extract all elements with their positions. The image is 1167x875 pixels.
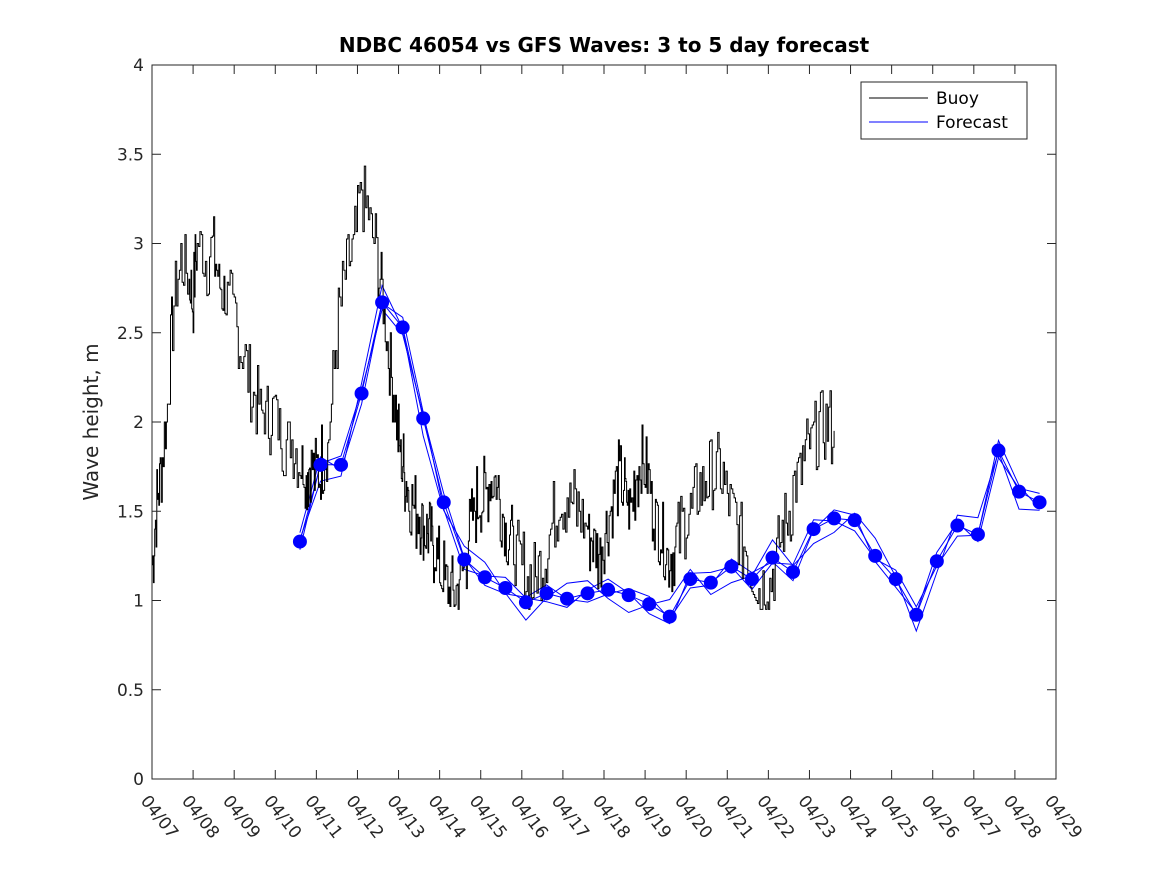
legend: Buoy Forecast bbox=[860, 81, 1028, 140]
y-tick-label: 3.5 bbox=[117, 145, 144, 165]
y-tick-label: 0 bbox=[133, 770, 144, 790]
y-tick-label: 3 bbox=[133, 235, 144, 255]
forecast-point bbox=[642, 597, 657, 612]
forecast-point bbox=[375, 295, 390, 310]
legend-buoy-label: Buoy bbox=[936, 89, 979, 109]
y-axis-label: Wave height, m bbox=[79, 343, 103, 500]
forecast-point bbox=[786, 564, 801, 579]
forecast-point bbox=[395, 320, 410, 335]
forecast-point bbox=[888, 572, 903, 587]
y-tick-label: 2.5 bbox=[117, 324, 144, 344]
forecast-point bbox=[970, 527, 985, 542]
legend-forecast-label: Forecast bbox=[936, 113, 1008, 133]
forecast-point bbox=[457, 552, 472, 567]
y-tick-label: 2 bbox=[133, 413, 144, 433]
chart-title: NDBC 46054 vs GFS Waves: 3 to 5 day fore… bbox=[339, 33, 870, 57]
plot-area bbox=[151, 64, 1057, 780]
forecast-point bbox=[765, 550, 780, 565]
forecast-point bbox=[354, 386, 369, 401]
forecast-point bbox=[560, 591, 575, 606]
forecast-point bbox=[847, 513, 862, 528]
buoy-line bbox=[152, 165, 835, 610]
forecast-point bbox=[1012, 484, 1027, 499]
y-tick-label: 4 bbox=[133, 56, 144, 76]
forecast-point bbox=[498, 581, 513, 596]
forecast-point bbox=[601, 582, 616, 597]
forecast-point bbox=[744, 572, 759, 587]
forecast-point bbox=[827, 511, 842, 526]
y-tick-label: 0.5 bbox=[117, 681, 144, 701]
forecast-point bbox=[580, 586, 595, 601]
y-tick-label: 1 bbox=[133, 592, 144, 612]
forecast-point bbox=[518, 595, 533, 610]
forecast-point bbox=[868, 548, 883, 563]
y-axis: 0 0.5 1 1.5 2 2.5 3 3.5 4 bbox=[117, 56, 1056, 790]
forecast-point bbox=[703, 575, 718, 590]
forecast-point bbox=[683, 572, 698, 587]
forecast-point bbox=[313, 457, 328, 472]
forecast-point bbox=[416, 411, 431, 426]
forecast-markers bbox=[292, 295, 1047, 624]
y-tick-label: 1.5 bbox=[117, 502, 144, 522]
forecast-point bbox=[334, 457, 349, 472]
forecast-point bbox=[724, 559, 739, 574]
forecast-point bbox=[436, 495, 451, 510]
legend-box bbox=[860, 81, 1028, 140]
forecast-point bbox=[662, 609, 677, 624]
forecast-point bbox=[621, 588, 636, 603]
forecast-point bbox=[950, 518, 965, 533]
forecast-point bbox=[909, 607, 924, 622]
forecast-point bbox=[1032, 495, 1047, 510]
forecast-point bbox=[806, 522, 821, 537]
buoy-series bbox=[152, 165, 835, 610]
forecast-line bbox=[299, 284, 1040, 633]
forecast-point bbox=[539, 586, 554, 601]
forecast-point bbox=[991, 443, 1006, 458]
forecast-point bbox=[929, 554, 944, 569]
forecast-point bbox=[477, 570, 492, 585]
forecast-point bbox=[292, 534, 307, 549]
